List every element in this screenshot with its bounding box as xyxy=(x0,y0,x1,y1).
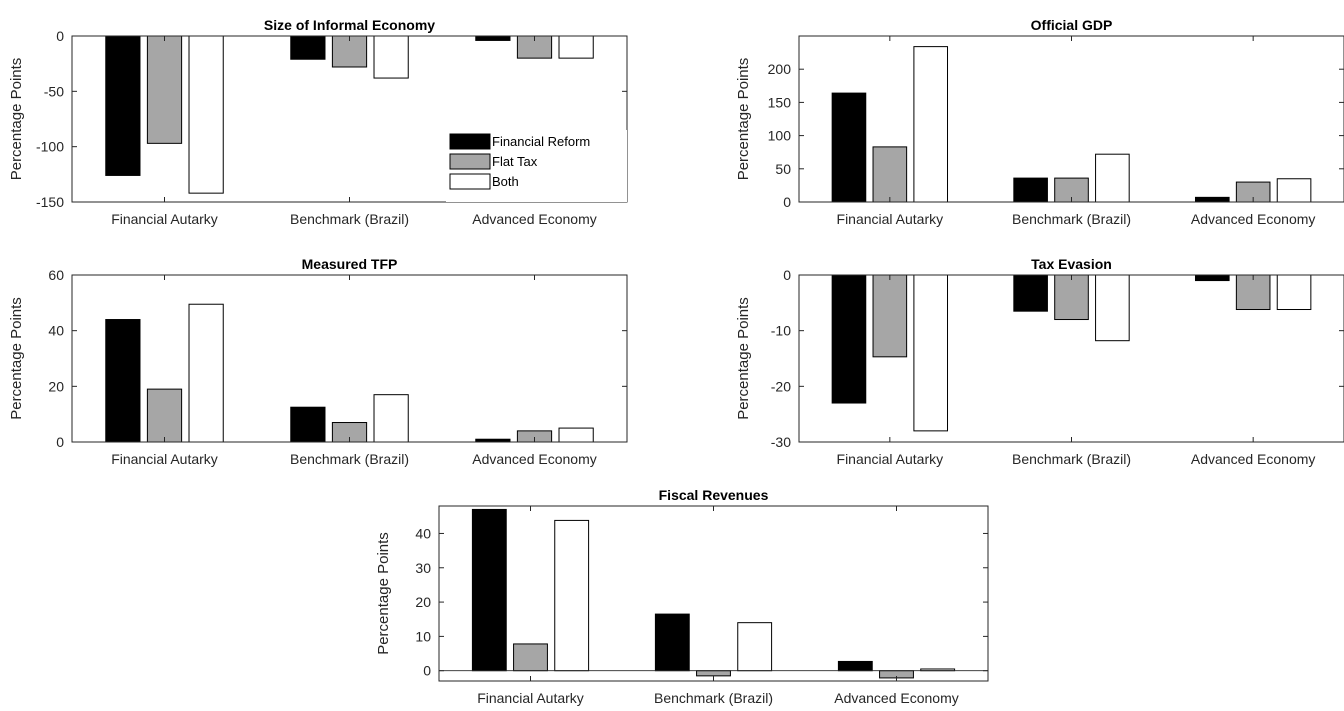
bar-2-s1-c1 xyxy=(831,92,867,203)
x-tick-label-1-1: Financial Autarky xyxy=(111,211,218,227)
y-tick-label-4-1: -30 xyxy=(771,434,791,450)
x-tick-label-3-2: Benchmark (Brazil) xyxy=(290,451,409,467)
bar-4-s2-c1 xyxy=(872,274,908,358)
bar-4-s2-c2 xyxy=(1054,274,1089,321)
y-tick-label-1-1: -150 xyxy=(36,194,64,210)
bar-3-s3-c1 xyxy=(188,303,224,443)
y-tick-label-5-2: 10 xyxy=(415,628,431,644)
chart-panel-2: 0 50 100 150 200 Financial Autarky Benchmark (… xyxy=(735,17,1344,227)
x-tick-label-2-2: Benchmark (Brazil) xyxy=(1012,211,1131,227)
y-tick-label-2-5: 200 xyxy=(768,61,792,77)
bar-1-s1-c3 xyxy=(475,35,511,41)
bar-5-s2-c2 xyxy=(696,670,731,677)
bar-3-s3-c3 xyxy=(558,427,594,443)
y-axis-label-5: Percentage Points xyxy=(375,532,392,655)
bar-1-s3-c2 xyxy=(373,35,409,79)
y-tick-label-1-3: -50 xyxy=(44,83,64,99)
bar-2-s2-c1 xyxy=(872,146,908,203)
legend-label-3: Both xyxy=(492,174,519,189)
bar-1-s2-c1 xyxy=(146,35,183,144)
bar-3-s1-c2 xyxy=(290,406,326,443)
bar-2-s3-c1 xyxy=(913,46,949,203)
bar-2-s1-c2 xyxy=(1013,177,1048,203)
bar-2-s3-c3 xyxy=(1276,178,1312,203)
x-tick-label-2-3: Advanced Economy xyxy=(1191,211,1316,227)
x-tick-label-5-3: Advanced Economy xyxy=(834,690,959,706)
x-tick-label-1-3: Advanced Economy xyxy=(472,211,597,227)
x-tick-label-5-1: Financial Autarky xyxy=(477,690,584,706)
y-tick-label-3-2: 20 xyxy=(48,378,64,394)
y-tick-label-5-3: 20 xyxy=(415,594,431,610)
bar-5-s3-c1 xyxy=(554,519,590,672)
bar-4-s1-c2 xyxy=(1013,274,1048,312)
bar-3-s1-c1 xyxy=(105,319,141,443)
y-tick-label-5-1: 0 xyxy=(423,663,431,679)
legend-label-2: Flat Tax xyxy=(492,154,538,169)
bar-1-s3-c3 xyxy=(558,35,594,59)
chart-panel-5: 0 10 20 30 40 Financial Autarky Benchmark (Bra… xyxy=(375,487,989,706)
x-tick-label-3-3: Advanced Economy xyxy=(472,451,597,467)
y-tick-label-2-4: 150 xyxy=(768,94,792,110)
bar-1-s3-c1 xyxy=(188,35,224,194)
y-tick-label-5-5: 40 xyxy=(415,525,431,541)
y-tick-label-4-4: 0 xyxy=(783,267,791,283)
y-axis-label-2: Percentage Points xyxy=(735,58,752,181)
legend-swatch-2 xyxy=(449,153,491,170)
y-tick-label-2-1: 0 xyxy=(783,194,791,210)
legend: Financial Reform Flat Tax Both xyxy=(446,130,627,202)
y-tick-label-1-2: -100 xyxy=(36,139,64,155)
y-axis-label-3: Percentage Points xyxy=(8,297,25,420)
bar-4-s3-c3 xyxy=(1276,274,1312,311)
y-tick-label-5-4: 30 xyxy=(415,560,431,576)
y-tick-label-2-2: 50 xyxy=(775,161,791,177)
chart-title-2: Official GDP xyxy=(1031,17,1113,33)
bar-4-s1-c1 xyxy=(831,274,867,404)
bar-1-s1-c1 xyxy=(105,35,141,176)
y-tick-label-3-1: 0 xyxy=(56,434,64,450)
bar-4-s3-c2 xyxy=(1095,274,1130,342)
x-tick-label-5-2: Benchmark (Brazil) xyxy=(654,690,773,706)
y-tick-label-3-3: 40 xyxy=(48,323,64,339)
bar-2-s3-c2 xyxy=(1095,153,1130,203)
y-tick-label-4-2: -20 xyxy=(771,378,791,394)
bar-4-s3-c1 xyxy=(913,274,949,432)
legend-swatch-3 xyxy=(449,173,491,190)
bar-5-s1-c3 xyxy=(837,660,873,672)
chart-title-1: Size of Informal Economy xyxy=(264,17,435,33)
y-axis-label-4: Percentage Points xyxy=(735,297,752,420)
bar-4-s1-c3 xyxy=(1194,274,1230,282)
x-tick-label-4-1: Financial Autarky xyxy=(837,451,944,467)
y-tick-label-2-3: 100 xyxy=(768,128,792,144)
chart-panel-4: -30 -20 -10 0 Financial Autarky Benchmark (Br… xyxy=(735,256,1344,467)
chart-panel-1: -150 -100 -50 0 Financial Autarky Benchmark (… xyxy=(8,17,628,227)
y-tick-label-4-3: -10 xyxy=(771,323,791,339)
bar-1-s2-c2 xyxy=(331,35,368,68)
bar-5-s1-c1 xyxy=(471,508,507,672)
bar-1-s1-c2 xyxy=(290,35,326,60)
y-tick-label-1-4: 0 xyxy=(56,28,64,44)
bar-5-s2-c1 xyxy=(513,643,548,672)
bar-5-s3-c2 xyxy=(737,622,773,672)
bar-3-s2-c1 xyxy=(146,388,183,443)
bar-5-s1-c2 xyxy=(654,613,690,672)
bar-4-s2-c3 xyxy=(1235,274,1271,311)
legend-label-1: Financial Reform xyxy=(492,134,590,149)
x-tick-label-4-3: Advanced Economy xyxy=(1191,451,1316,467)
x-tick-label-1-2: Benchmark (Brazil) xyxy=(290,211,409,227)
x-tick-label-3-1: Financial Autarky xyxy=(111,451,218,467)
x-tick-label-4-2: Benchmark (Brazil) xyxy=(1012,451,1131,467)
bar-3-s3-c2 xyxy=(373,394,409,443)
chart-title-4: Tax Evasion xyxy=(1031,256,1112,272)
y-tick-label-3-4: 60 xyxy=(48,267,64,283)
chart-title-3: Measured TFP xyxy=(302,256,398,272)
legend-swatch-1 xyxy=(449,133,491,150)
chart-panel-3: 0 20 40 60 Financial Autarky Benchmark (Brazi… xyxy=(8,256,628,467)
chart-title-5: Fiscal Revenues xyxy=(659,487,769,503)
x-tick-label-2-1: Financial Autarky xyxy=(837,211,944,227)
bar-2-s1-c3 xyxy=(1194,196,1230,203)
y-axis-label-1: Percentage Points xyxy=(8,58,25,181)
